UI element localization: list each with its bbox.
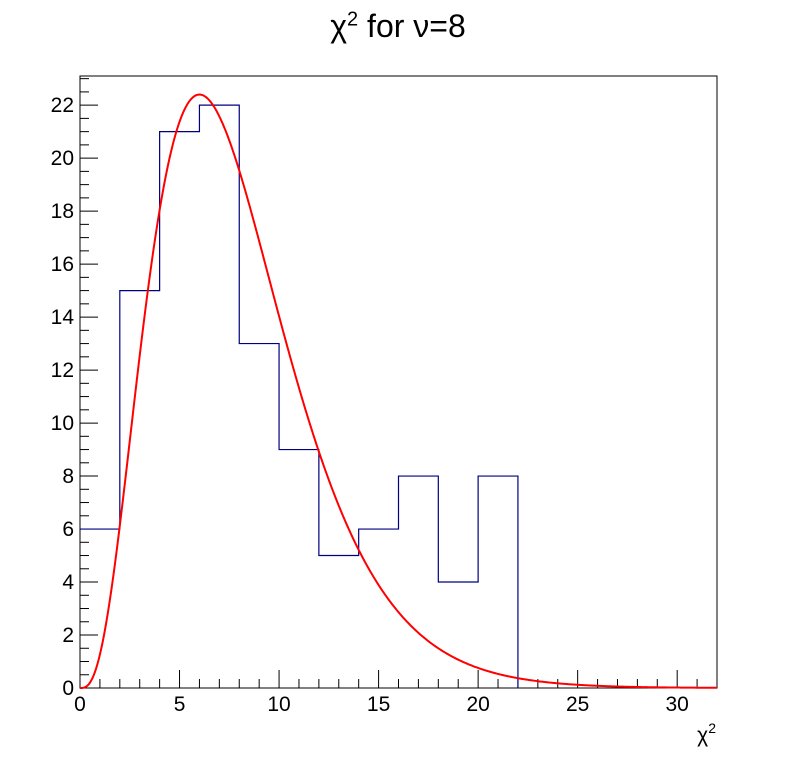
y-tick-label: 10 — [51, 412, 74, 435]
y-tick-label: 4 — [62, 571, 74, 594]
x-axis-title: χ2 — [697, 720, 716, 747]
y-tick-label: 2 — [62, 624, 74, 647]
y-tick-label: 8 — [62, 465, 74, 488]
fit-curve-series — [79, 93, 718, 689]
plot-frame — [79, 75, 718, 689]
y-tick-label: 6 — [62, 518, 74, 541]
y-tick-label: 22 — [51, 94, 74, 117]
x-tick-label: 0 — [74, 693, 86, 716]
y-tick-label: 12 — [51, 359, 74, 382]
y-tick-label: 14 — [51, 306, 75, 329]
x-tick-label: 15 — [367, 693, 390, 716]
x-tick-label: 25 — [566, 693, 589, 716]
y-tick-label: 0 — [62, 677, 74, 700]
x-axis: 0 5 10 15 20 25 30 — [74, 670, 718, 716]
x-tick-label: 30 — [666, 693, 689, 716]
y-tick-label: 16 — [51, 253, 74, 276]
x-tick-label: 20 — [466, 693, 489, 716]
x-tick-label: 10 — [267, 693, 290, 716]
chart-title: χ2 for ν=8 — [330, 8, 466, 44]
histogram-series — [80, 104, 519, 688]
x-tick-label: 5 — [174, 693, 186, 716]
y-tick-label: 18 — [51, 200, 74, 223]
y-axis: 0 2 4 6 8 10 12 14 16 18 20 22 — [51, 78, 98, 700]
y-tick-label: 20 — [51, 147, 74, 170]
